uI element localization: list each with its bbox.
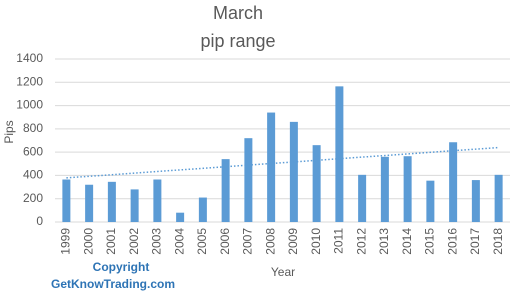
x-tick-label: 2012 (354, 228, 368, 255)
y-tick-label: 800 (23, 121, 43, 135)
bar (153, 179, 162, 222)
x-tick-label: 2004 (172, 228, 186, 255)
y-tick-label: 1400 (16, 51, 43, 65)
bar (403, 156, 412, 222)
x-tick-label: 2002 (127, 228, 141, 255)
x-tick-label: 2009 (286, 228, 300, 255)
bar (176, 212, 185, 222)
website: GetKnowTrading.com (51, 277, 175, 291)
y-tick-label: 400 (23, 168, 43, 182)
y-tick-label: 200 (23, 191, 43, 205)
x-tick-label: 1999 (59, 228, 73, 255)
bar (244, 138, 253, 222)
x-tick-label: 2005 (195, 228, 209, 255)
bar (380, 156, 389, 222)
trendline (66, 146, 499, 179)
bar (85, 184, 94, 222)
bar (130, 189, 139, 222)
bar (358, 174, 367, 222)
bar (198, 197, 207, 222)
x-tick-label: 2017 (468, 228, 482, 255)
x-tick-label: 2001 (104, 228, 118, 255)
x-tick-label: 2015 (423, 228, 437, 255)
x-tick-label: 2003 (150, 228, 164, 255)
x-tick-label: 2018 (491, 228, 505, 255)
y-tick-label: 1000 (16, 98, 43, 112)
y-tick-label: 600 (23, 144, 43, 158)
y-tick-label: 0 (36, 214, 43, 228)
x-tick-label: 2016 (445, 228, 459, 255)
chart-title: March (213, 3, 263, 23)
x-tick-label: 2007 (241, 228, 255, 255)
x-tick-label: 2006 (218, 228, 232, 255)
y-tick-label: 1200 (16, 74, 43, 88)
bar (267, 112, 276, 222)
x-tick-label: 2011 (332, 228, 346, 254)
x-tick-label: 2010 (309, 228, 323, 255)
bar (221, 159, 230, 222)
bar (471, 180, 480, 222)
bar (426, 180, 435, 222)
bar (107, 181, 116, 222)
copyright: Copyright (93, 260, 150, 274)
bar (62, 179, 71, 222)
bar (494, 174, 503, 222)
x-tick-label: 2014 (400, 228, 414, 255)
x-tick-label: 2013 (377, 228, 391, 255)
x-tick-label: 2000 (81, 228, 95, 255)
bar (449, 142, 458, 222)
x-tick-label: 2008 (263, 228, 277, 255)
x-axis-label: Year (271, 265, 295, 279)
bar (335, 86, 344, 222)
y-axis-label: Pips (2, 120, 16, 143)
bar (312, 145, 321, 222)
bar (289, 121, 298, 222)
chart-subtitle: pip range (200, 31, 275, 51)
